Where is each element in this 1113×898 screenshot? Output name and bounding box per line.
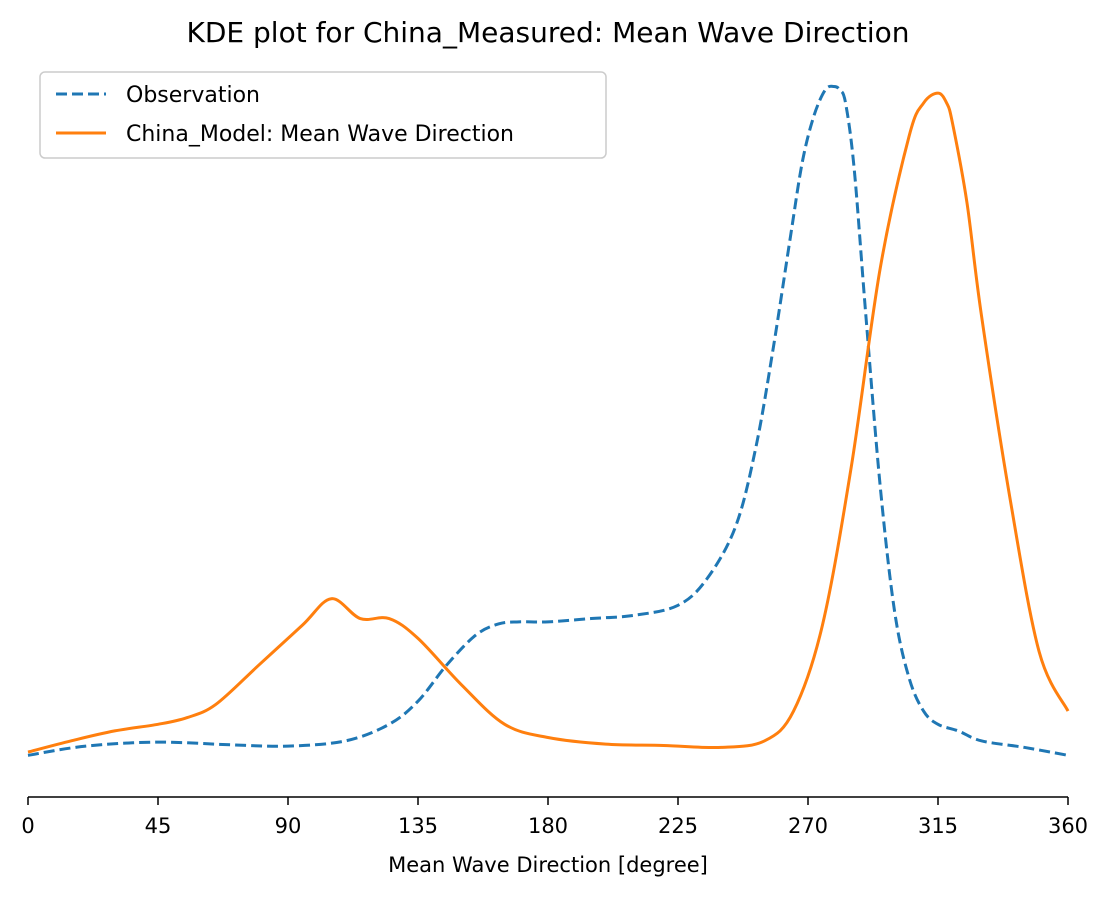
x-tick-label: 315 [918, 814, 958, 838]
legend-box [39, 71, 607, 159]
series-line-china-model [27, 91, 1070, 754]
x-tick-label: 225 [658, 814, 698, 838]
x-tick-label: 180 [528, 814, 568, 838]
legend-label-china-model: China_Model: Mean Wave Direction [126, 122, 514, 147]
legend-label-observation: Observation [126, 83, 260, 108]
x-tick-label: 135 [398, 814, 438, 838]
plot-area [27, 84, 1070, 757]
chart-title: KDE plot for China_Measured: Mean Wave D… [187, 16, 910, 49]
x-axis-label: Mean Wave Direction [degree] [388, 853, 708, 877]
x-tick-label: 270 [788, 814, 828, 838]
x-tick-label: 360 [1048, 814, 1088, 838]
x-tick-label: 45 [145, 814, 172, 838]
legend: Observation China_Model: Mean Wave Direc… [39, 71, 607, 159]
series-line-observation [27, 84, 1069, 757]
x-axis-ticks: 0 45 90 135 180 225 270 315 360 [21, 797, 1088, 838]
x-tick-label: 90 [275, 814, 302, 838]
x-tick-label: 0 [21, 814, 34, 838]
